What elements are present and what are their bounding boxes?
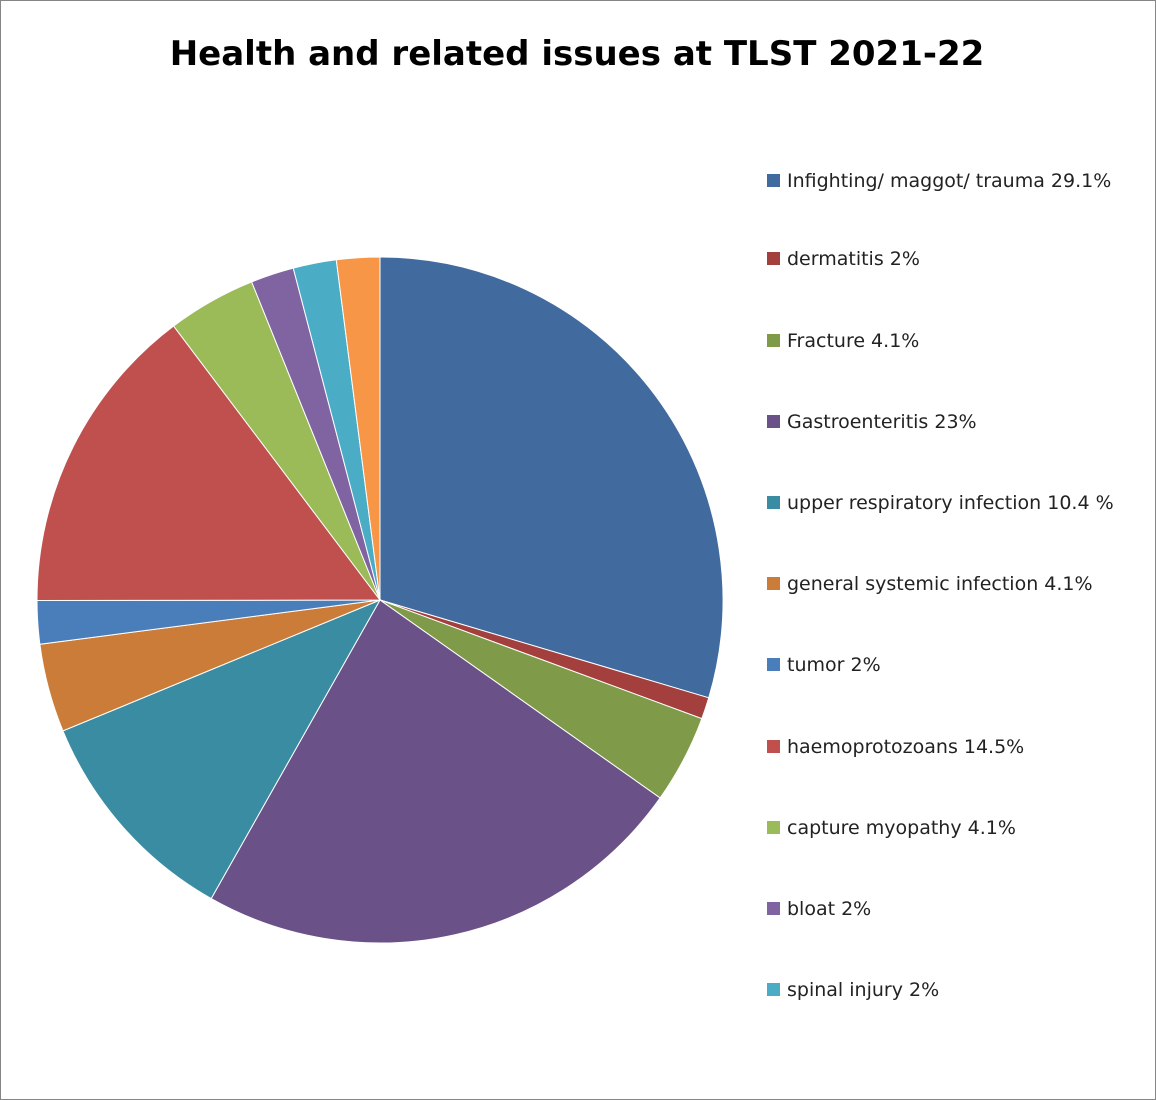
- legend-swatch: [767, 496, 780, 509]
- legend-label: Infighting/ maggot/ trauma 29.1%: [787, 170, 1112, 192]
- legend-swatch: [767, 902, 780, 915]
- chart-title: Health and related issues at TLST 2021-2…: [169, 34, 985, 74]
- legend-item: upper respiratory infection 10.4 %: [767, 490, 1152, 517]
- pie-slice-11: [335, 256, 381, 601]
- legend-swatch: [767, 821, 780, 834]
- legend-item: general systemic infection 4.1%: [767, 571, 1152, 598]
- pie-slice-3: [210, 599, 661, 944]
- legend-swatch: [767, 252, 780, 265]
- legend-label: spinal injury 2%: [787, 979, 940, 1001]
- legend-swatch: [767, 983, 780, 996]
- legend-label: dermatitis 2%: [787, 248, 920, 270]
- legend-item: bloat 2%: [767, 896, 1152, 923]
- legend-item: capture myopathy 4.1%: [767, 815, 1152, 842]
- legend-label: upper respiratory infection 10.4 %: [787, 492, 1114, 514]
- legend-swatch: [767, 577, 780, 590]
- legend-label: Gastroenteritis 23%: [787, 411, 977, 433]
- legend-item: tumor 2%: [767, 652, 1152, 679]
- legend-swatch: [767, 174, 780, 187]
- legend-item: Infighting/ maggot/ trauma 29.1%: [767, 168, 1152, 195]
- legend-label: bloat 2%: [787, 898, 872, 920]
- legend-label: capture myopathy 4.1%: [787, 817, 1016, 839]
- legend-item: haemoprotozoans 14.5%: [767, 734, 1152, 761]
- legend-item: Fracture 4.1%: [767, 328, 1152, 355]
- legend-label: haemoprotozoans 14.5%: [787, 736, 1025, 758]
- legend-swatch: [767, 334, 780, 347]
- legend-label: Fracture 4.1%: [787, 330, 920, 352]
- legend-swatch: [767, 740, 780, 753]
- legend-item: dermatitis 2%: [767, 246, 1152, 273]
- pie-slice-0: [379, 256, 724, 699]
- legend-item: Gastroenteritis 23%: [767, 409, 1152, 436]
- legend-item: spinal injury 2%: [767, 977, 1152, 1004]
- pie-slice-4: [62, 598, 382, 900]
- legend-swatch: [767, 658, 780, 671]
- pie-slice-7: [36, 325, 382, 602]
- legend-swatch: [767, 415, 780, 428]
- legend-label: general systemic infection 4.1%: [787, 573, 1093, 595]
- legend-label: tumor 2%: [787, 654, 881, 676]
